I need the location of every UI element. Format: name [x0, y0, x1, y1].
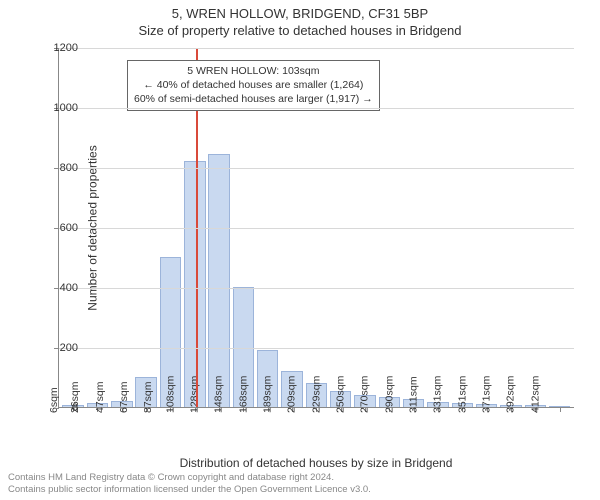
- chart-title-block: 5, WREN HOLLOW, BRIDGEND, CF31 5BP Size …: [0, 0, 600, 38]
- xtick-label: 412sqm: [529, 376, 541, 413]
- x-axis-label: Distribution of detached houses by size …: [180, 456, 453, 470]
- ytick-label: 800: [42, 162, 78, 174]
- bar: [184, 161, 205, 407]
- ytick-label: 1200: [42, 42, 78, 54]
- title-sub: Size of property relative to detached ho…: [0, 23, 600, 38]
- xtick-label: 108sqm: [164, 376, 176, 413]
- xtick-label: 351sqm: [456, 376, 468, 413]
- ytick-label: 0: [42, 402, 78, 414]
- grid-line: [59, 48, 574, 49]
- xtick-label: 128sqm: [188, 376, 200, 413]
- annotation-line2: ← 40% of detached houses are smaller (1,…: [134, 78, 373, 92]
- xtick-label: 168sqm: [237, 376, 249, 413]
- xtick-mark: [560, 407, 561, 412]
- grid-line: [59, 168, 574, 169]
- xtick-label: 189sqm: [261, 376, 273, 413]
- xtick-label: 311sqm: [408, 376, 420, 413]
- xtick-label: 392sqm: [505, 376, 517, 413]
- footer-attribution: Contains HM Land Registry data © Crown c…: [8, 472, 371, 496]
- xtick-label: 209sqm: [286, 376, 298, 413]
- xtick-label: 331sqm: [432, 376, 444, 413]
- bar: [208, 154, 229, 408]
- annotation-box: 5 WREN HOLLOW: 103sqm ← 40% of detached …: [127, 60, 380, 111]
- xtick-label: 270sqm: [359, 376, 371, 413]
- title-main: 5, WREN HOLLOW, BRIDGEND, CF31 5BP: [0, 6, 600, 21]
- footer-line1: Contains HM Land Registry data © Crown c…: [8, 472, 371, 484]
- grid-line: [59, 288, 574, 289]
- xtick-label: 371sqm: [480, 376, 492, 413]
- footer-line2: Contains public sector information licen…: [8, 484, 371, 496]
- chart-area: Number of detached properties 6sqm26sqm4…: [58, 48, 574, 408]
- xtick-label: 290sqm: [383, 376, 395, 413]
- plot-region: 6sqm26sqm47sqm67sqm87sqm108sqm128sqm148s…: [58, 48, 574, 408]
- xtick-label: 148sqm: [213, 376, 225, 413]
- annotation-line3: 60% of semi-detached houses are larger (…: [134, 92, 373, 106]
- ytick-label: 600: [42, 222, 78, 234]
- grid-line: [59, 228, 574, 229]
- xtick-label: 87sqm: [143, 381, 155, 413]
- ytick-label: 1000: [42, 102, 78, 114]
- ytick-label: 200: [42, 342, 78, 354]
- xtick-label: 229sqm: [310, 376, 322, 413]
- grid-line: [59, 108, 574, 109]
- xtick-label: 67sqm: [118, 381, 130, 413]
- grid-line: [59, 348, 574, 349]
- xtick-label: 47sqm: [94, 381, 106, 413]
- ytick-label: 400: [42, 282, 78, 294]
- annotation-line1: 5 WREN HOLLOW: 103sqm: [134, 64, 373, 78]
- xtick-label: 250sqm: [334, 376, 346, 413]
